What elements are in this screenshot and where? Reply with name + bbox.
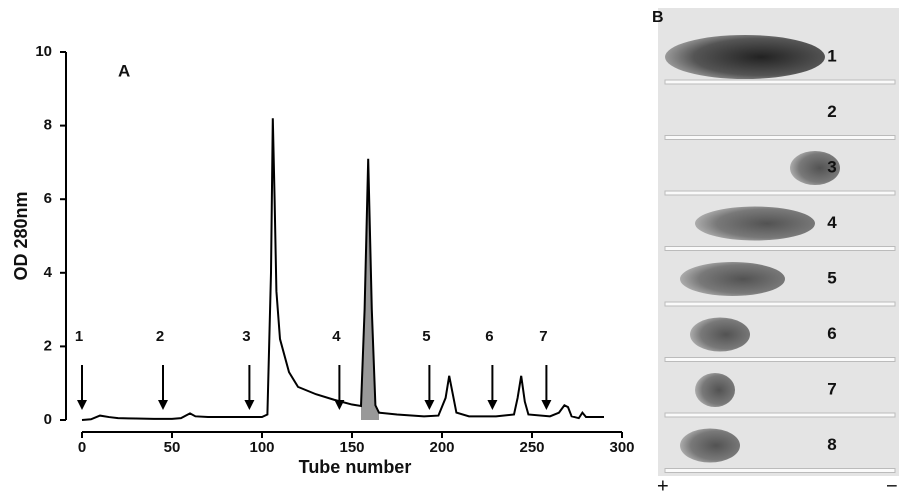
gel-band [680,262,785,296]
lane-label: 5 [827,268,836,287]
arrow-label: 2 [156,328,164,345]
x-tick-label: 300 [609,439,634,456]
arrow-head [424,400,435,410]
arrow-head [541,400,552,410]
arrow-head [487,400,498,410]
x-tick-label: 50 [164,439,181,456]
shaded-area [361,158,379,420]
cathode-label: − [886,475,898,495]
lane-label: 7 [827,379,836,398]
gel-label: B [652,9,664,26]
arrow-label: 4 [332,328,341,345]
gel-well [664,412,896,418]
x-tick-label: 0 [78,439,86,456]
x-axis-label: Tube number [299,457,412,477]
gel-well [664,79,896,85]
gel-well [664,468,896,473]
gel-well [664,190,896,196]
lane-label: 6 [827,324,836,343]
lane-label: 2 [827,102,836,121]
y-tick-label: 6 [44,190,52,207]
gel-band [680,428,740,463]
lane-label: 8 [827,435,836,454]
panel-label: A [118,61,130,80]
arrow-label: 3 [242,328,250,345]
y-tick-label: 2 [44,337,52,354]
data-line [81,118,604,421]
lane-label: 3 [827,157,836,176]
gel-band [690,317,750,352]
gel-well [664,246,896,251]
lane-label: 4 [827,213,837,232]
arrow-head [158,400,168,410]
y-axis-label: OD 280nm [11,191,31,280]
gel-band [695,373,735,407]
y-tick-label: 0 [44,411,52,428]
arrow-label: 7 [539,328,547,345]
x-tick-label: 100 [249,439,274,456]
arrow-label: 5 [422,328,430,345]
gel-band [695,206,815,241]
x-tick-label: 200 [429,439,454,456]
x-tick-label: 150 [339,439,364,456]
arrow-label: 6 [485,328,493,345]
gel-well [664,135,896,140]
anode-label: + [657,475,669,495]
lane-label: 1 [827,46,836,65]
gel-band [665,35,825,79]
gel-well [664,301,896,307]
arrow-head [244,400,255,410]
gel-well [664,357,896,362]
gel-band [790,151,840,185]
arrow-label: 1 [75,328,83,345]
x-tick-label: 250 [519,439,544,456]
y-tick-label: 10 [35,43,52,60]
y-tick-label: 8 [44,117,52,134]
y-tick-label: 4 [44,264,53,281]
gel-background [658,8,899,476]
arrow-head [77,400,87,410]
arrow-head [334,400,345,410]
